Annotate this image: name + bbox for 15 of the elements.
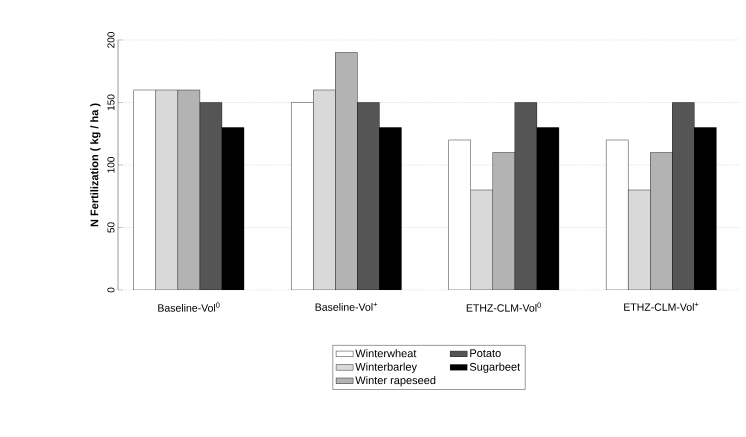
legend-label: Winterbarley <box>355 362 417 373</box>
y-tick-label: 0 <box>107 288 114 292</box>
y-axis-title: N Fertilization ( kg / ha ) <box>90 104 101 226</box>
y-tick-label: 200 <box>107 32 114 48</box>
x-tick-label: Baseline-Vol$^{+}$ <box>316 302 378 311</box>
y-tick-label: 50 <box>107 222 114 233</box>
x-tick-label: Baseline-Vol$^{0}$ <box>158 302 220 312</box>
y-tick-label: 100 <box>107 157 114 173</box>
y-tick-label: 150 <box>107 94 114 110</box>
legend-label: Potato <box>470 349 501 358</box>
x-tick-label: ETHZ-CLM-Vol$^{+}$ <box>624 302 698 311</box>
x-tick-label: ETHZ-CLM-Vol$^{0}$ <box>466 302 541 312</box>
legend-label: Sugarbeet <box>470 362 520 373</box>
legend-label: Winterwheat <box>355 349 416 358</box>
legend-label: Winter rapeseed <box>355 376 436 386</box>
